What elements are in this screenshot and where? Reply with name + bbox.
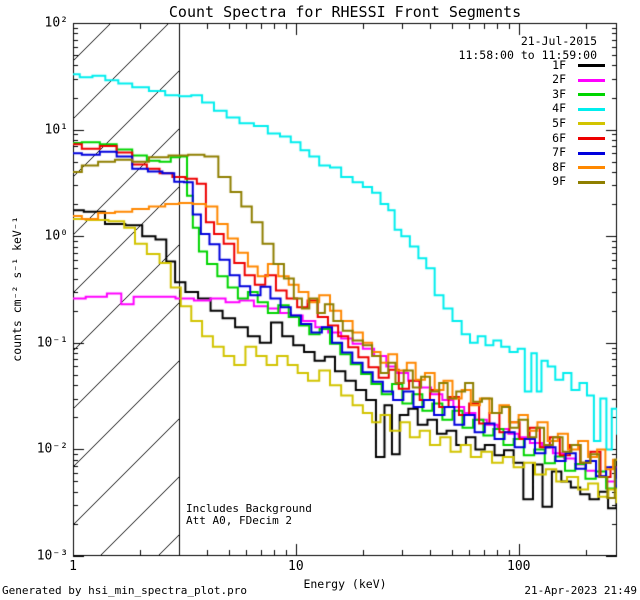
y-axis-label: counts cm⁻² s⁻¹ keV⁻¹ [10,216,24,362]
x-tick-label: 1 [69,559,77,574]
x-tick-label: 100 [506,559,531,574]
legend-swatch [578,166,605,170]
plot-title: Count Spectra for RHESSI Front Segments [168,3,522,21]
attenuator-note: Att A0, FDecim 2 [186,514,292,527]
legend-label: 2F [552,72,566,87]
legend-label: 8F [552,159,566,174]
legend-label: 5F [552,115,566,130]
legend-label: 6F [552,130,566,145]
legend-swatch [578,78,605,82]
legend-label: 7F [552,145,566,160]
legend-swatch [578,137,605,140]
legend-swatch [578,180,605,184]
observation-time-range: 11:58:00 to 11:59:00 [458,48,597,62]
x-axis-label: Energy (keV) [303,577,387,591]
observation-date: 21-Jul-2015 [520,34,597,48]
background-note: Includes Background [186,502,312,515]
y-tick-label: 10⁰ [44,228,68,244]
y-tick-label: 10⁻² [36,441,68,457]
legend-swatch [578,151,605,155]
y-tick-label: 10¹ [44,122,68,138]
footer-timestamp: 21-Apr-2023 21:49 [524,584,637,597]
legend-swatch [578,64,605,67]
legend-label: 9F [552,174,566,189]
legend-label: 4F [552,101,566,116]
legend-swatch [578,93,605,97]
legend-label: 1F [552,57,566,72]
y-tick-label: 10² [44,15,68,31]
y-tick-label: 10⁻³ [36,548,68,564]
footer-generator: Generated by hsi_min_spectra_plot.pro [2,584,248,597]
y-tick-label: 10⁻¹ [36,335,68,351]
x-tick-label: 10 [288,559,304,574]
legend-swatch [578,122,605,126]
legend-label: 3F [552,86,566,101]
legend-swatch [578,107,605,111]
